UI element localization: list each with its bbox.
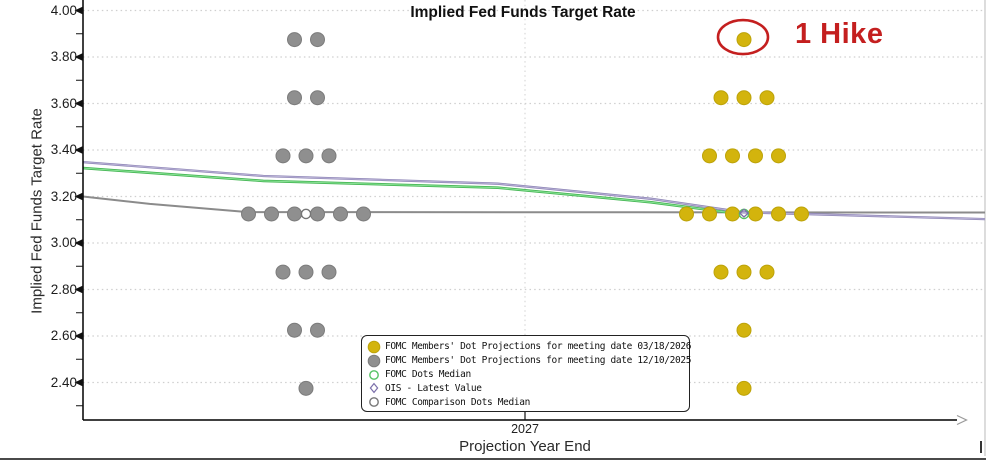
fomc-dot-current bbox=[794, 206, 809, 222]
x-axis-tick-label: 2027 bbox=[511, 422, 539, 436]
marker-ois-latest-value bbox=[738, 208, 750, 218]
fomc-dot-comparison bbox=[298, 148, 314, 164]
filled-circle-icon bbox=[367, 340, 381, 354]
fomc-dot-current bbox=[759, 264, 775, 280]
line-highlight bbox=[82, 167, 737, 214]
chart-title: Implied Fed Funds Target Rate bbox=[410, 4, 636, 21]
line-fomc-comparison-dots-median bbox=[82, 195, 986, 214]
legend-item[interactable]: FOMC Members' Dot Projections for meetin… bbox=[366, 340, 691, 354]
fomc-dot-comparison bbox=[264, 206, 279, 222]
fomc-dot-current bbox=[736, 264, 752, 280]
fomc-dot-comparison bbox=[333, 206, 348, 222]
window-edge-mark bbox=[980, 441, 982, 453]
legend-item-label: OIS - Latest Value bbox=[385, 382, 482, 394]
fomc-dot-current bbox=[736, 322, 752, 338]
fomc-dot-current bbox=[702, 206, 717, 222]
fomc-dot-current bbox=[736, 90, 752, 106]
legend-item[interactable]: OIS - Latest Value bbox=[366, 381, 685, 395]
fomc-dot-current bbox=[748, 206, 763, 222]
marker-fomc-comparison-dots-median bbox=[300, 208, 312, 220]
legend-item-label: FOMC Comparison Dots Median bbox=[385, 396, 530, 408]
fomc-dot-comparison bbox=[298, 264, 314, 280]
y-tick-label: 2.60 bbox=[50, 328, 77, 343]
open-diamond-icon bbox=[369, 382, 379, 394]
fomc-dot-comparison bbox=[321, 264, 337, 280]
open-circle-icon bbox=[369, 369, 379, 380]
fomc-dot-current bbox=[702, 148, 717, 164]
legend-item-label: FOMC Members' Dot Projections for meetin… bbox=[385, 341, 692, 353]
y-tick-label: 3.00 bbox=[50, 235, 77, 250]
fomc-dot-comparison bbox=[287, 206, 302, 222]
fomc-dot-current bbox=[771, 148, 786, 164]
fomc-dot-comparison bbox=[287, 90, 302, 106]
window-bottom-edge bbox=[0, 458, 986, 460]
legend-box[interactable]: FOMC Members' Dot Projections for meetin… bbox=[361, 335, 691, 412]
y-major-tick-arrow-icon bbox=[74, 192, 83, 201]
fomc-dot-comparison bbox=[310, 32, 325, 48]
fomc-dot-current bbox=[771, 206, 786, 222]
fomc-dot-comparison bbox=[310, 206, 325, 222]
hike-annotation-text: 1 Hike bbox=[795, 18, 884, 50]
fomc-dot-comparison bbox=[356, 206, 371, 222]
fomc-dot-current bbox=[759, 90, 775, 106]
y-major-tick-arrow-icon bbox=[74, 378, 83, 387]
y-tick-label: 3.80 bbox=[50, 49, 77, 64]
y-major-tick-arrow-icon bbox=[74, 99, 83, 108]
filled-circle-icon bbox=[367, 354, 381, 368]
y-tick-label: 3.20 bbox=[50, 188, 77, 204]
legend-item[interactable]: FOMC Comparison Dots Median bbox=[366, 395, 685, 409]
legend-item-label: FOMC Members' Dot Projections for meetin… bbox=[385, 355, 692, 367]
fomc-dot-comparison bbox=[310, 322, 325, 338]
hike-ellipse bbox=[716, 18, 770, 56]
x-axis-arrow-icon bbox=[956, 414, 968, 426]
fomc-dot-comparison bbox=[298, 380, 314, 396]
y-tick-label: 3.40 bbox=[50, 142, 77, 157]
y-tick-label: 2.80 bbox=[50, 281, 77, 297]
y-major-tick-arrow-icon bbox=[74, 6, 83, 15]
fomc-dot-comparison bbox=[287, 32, 302, 48]
x-axis-label: Projection Year End bbox=[459, 438, 591, 455]
fomc-dot-comparison bbox=[275, 148, 291, 164]
fomc-dot-current bbox=[713, 264, 729, 280]
y-major-tick-arrow-icon bbox=[74, 53, 83, 61]
fomc-dot-current bbox=[713, 90, 729, 106]
fomc-dot-comparison bbox=[241, 206, 256, 222]
y-tick-label: 4.00 bbox=[50, 2, 77, 18]
fomc-dot-current bbox=[679, 206, 694, 222]
y-major-tick-arrow-icon bbox=[74, 285, 83, 294]
fomc-dot-comparison bbox=[275, 264, 291, 280]
open-circle-icon bbox=[369, 397, 379, 407]
fomc-dot-current bbox=[725, 148, 740, 164]
fomc-dot-current bbox=[736, 32, 752, 48]
fomc-dot-current bbox=[736, 380, 752, 396]
fomc-dot-current bbox=[725, 206, 740, 222]
y-major-tick-arrow-icon bbox=[74, 332, 83, 340]
y-tick-label: 3.60 bbox=[50, 95, 77, 111]
y-major-tick-arrow-icon bbox=[74, 239, 83, 247]
legend-item-label: FOMC Dots Median bbox=[385, 368, 471, 380]
fomc-dot-comparison bbox=[310, 90, 325, 106]
fomc-dot-current bbox=[748, 148, 763, 164]
y-major-tick-arrow-icon bbox=[74, 146, 83, 154]
legend-item[interactable]: FOMC Members' Dot Projections for meetin… bbox=[366, 354, 691, 368]
fomc-dot-comparison bbox=[287, 322, 302, 338]
y-tick-label: 2.40 bbox=[50, 374, 77, 390]
fomc-dot-comparison bbox=[321, 148, 337, 164]
legend-item[interactable]: FOMC Dots Median bbox=[366, 368, 685, 382]
